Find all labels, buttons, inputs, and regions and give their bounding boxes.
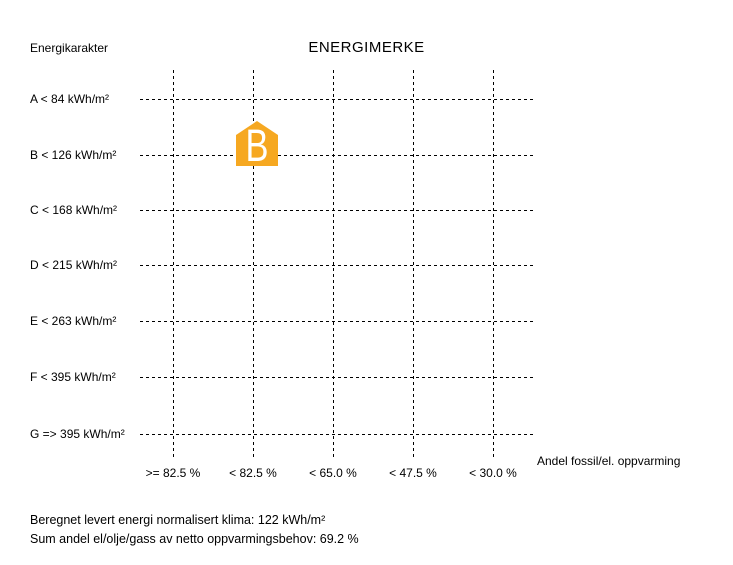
y-tick-label: B < 126 kWh/m² — [30, 148, 117, 162]
chart-title: ENERGIMERKE — [308, 39, 425, 56]
x-axis-title: Andel fossil/el. oppvarming — [537, 454, 681, 468]
y-tick-label: E < 263 kWh/m² — [30, 314, 117, 328]
y-tick-label: A < 84 kWh/m² — [30, 92, 110, 106]
footer-delivered-energy: Beregnet levert energi normalisert klima… — [30, 513, 326, 527]
y-axis-title: Energikarakter — [30, 41, 109, 55]
y-tick-label: G => 395 kWh/m² — [30, 427, 125, 441]
footer-heating-share: Sum andel el/olje/gass av netto oppvarmi… — [30, 532, 359, 546]
energy-grade-marker: B — [236, 121, 278, 166]
house-icon — [236, 121, 278, 166]
x-tick-label: < 65.0 % — [309, 466, 357, 480]
y-tick-label: D < 215 kWh/m² — [30, 258, 118, 272]
y-tick-label: F < 395 kWh/m² — [30, 370, 116, 384]
marker-grade-letter: B — [246, 121, 269, 166]
chart-footer: Beregnet levert energi normalisert klima… — [30, 511, 359, 549]
x-tick-label: < 30.0 % — [469, 466, 517, 480]
x-tick-label: >= 82.5 % — [145, 466, 201, 480]
x-tick-label: < 47.5 % — [389, 466, 437, 480]
y-tick-label: C < 168 kWh/m² — [30, 203, 118, 217]
x-tick-label: < 82.5 % — [229, 466, 277, 480]
